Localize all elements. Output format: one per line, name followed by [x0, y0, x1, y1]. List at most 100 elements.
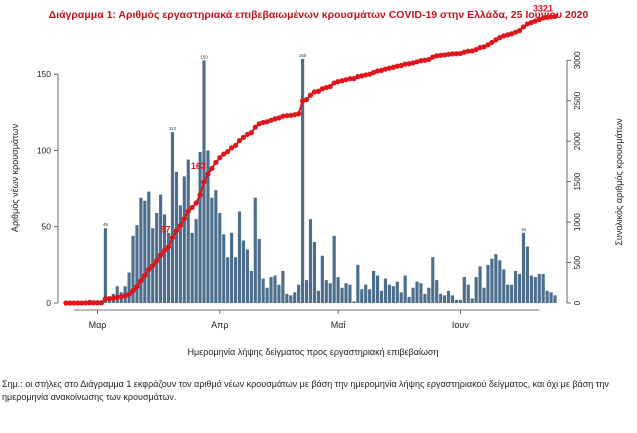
cumulative-point — [422, 57, 428, 63]
cumulative-point — [296, 111, 302, 117]
x-tick-label: Απρ — [211, 320, 228, 330]
cumulative-point — [473, 46, 479, 53]
bar — [166, 232, 171, 303]
bar — [190, 232, 194, 303]
bar — [336, 277, 340, 303]
y2-tick-label: 0 — [573, 300, 582, 305]
cumulative-point — [390, 64, 396, 70]
bar — [139, 197, 143, 303]
bar — [521, 232, 526, 303]
cumulative-point — [71, 300, 77, 306]
cumulative-point — [485, 42, 491, 48]
bar — [466, 284, 470, 303]
cumulative-point — [225, 149, 231, 155]
cumulative-point — [292, 112, 298, 118]
cumulative-point — [256, 121, 262, 127]
cumulative-point — [197, 192, 203, 198]
y2-axis-label: Συνολικός αριθμός κρουσμάτων — [614, 118, 624, 246]
bar — [159, 194, 163, 303]
bar — [281, 270, 285, 303]
bar — [545, 290, 549, 303]
cumulative-point — [394, 63, 400, 69]
bar-value-label: 112 — [169, 126, 177, 131]
cumulative-point — [536, 16, 542, 23]
cumulative-point — [240, 134, 247, 140]
bar — [490, 258, 494, 303]
bar — [529, 275, 533, 303]
y-axis-right: 0 500 1000 1500 2000 2500 3000 — [566, 51, 582, 305]
cumulative-point — [169, 235, 176, 241]
bar — [375, 275, 380, 303]
y-axis-left: 0 50 100 150 — [37, 69, 59, 308]
bar — [494, 254, 498, 303]
cumulative-point — [118, 294, 124, 300]
cumulative-point — [209, 165, 215, 172]
bar — [395, 281, 399, 303]
bar — [407, 296, 411, 303]
bar — [289, 295, 293, 303]
bar — [537, 274, 541, 303]
bar — [293, 292, 297, 303]
bar — [502, 269, 506, 303]
y-tick-label: 0 — [46, 298, 51, 308]
y2-tick-label: 2500 — [573, 91, 582, 109]
bar — [210, 197, 214, 303]
cumulative-point — [501, 33, 507, 39]
cumulative-point — [512, 29, 519, 35]
y2-tick-label: 3000 — [573, 51, 582, 69]
bar — [233, 257, 238, 303]
cumulative-point — [272, 116, 278, 122]
cumulative-point — [284, 113, 290, 119]
cumulative-point — [205, 171, 211, 177]
bar — [245, 249, 249, 303]
bar — [360, 289, 364, 303]
bar — [415, 281, 419, 303]
cumulative-point — [524, 21, 531, 27]
bar — [387, 284, 391, 303]
line-value-label: 87 — [160, 225, 170, 235]
bar — [352, 301, 356, 303]
bar — [304, 280, 309, 303]
bar — [454, 299, 459, 303]
x-tick-label: Μαΐ — [331, 320, 347, 330]
bar-value-label: 49 — [103, 222, 109, 227]
bar — [222, 234, 226, 303]
bar — [328, 283, 332, 303]
bar — [356, 264, 360, 303]
cumulative-point — [430, 54, 436, 60]
x-axis-label: Ημερομηνία λήψης δείγματος προς εργαστηρ… — [188, 347, 439, 357]
cumulative-point — [461, 49, 467, 55]
bar — [443, 295, 447, 303]
cumulative-point — [532, 18, 538, 24]
cumulative-point — [445, 51, 452, 57]
bar — [533, 277, 537, 303]
bar — [506, 284, 510, 303]
bar — [170, 132, 175, 303]
cumulative-point — [244, 131, 250, 138]
cumulative-point — [268, 117, 274, 123]
cumulative-point — [288, 112, 294, 118]
bar — [474, 277, 478, 303]
cumulative-point — [185, 208, 191, 214]
cumulative-point — [540, 15, 546, 21]
cumulative-point — [90, 300, 97, 306]
cumulative-point — [469, 48, 475, 54]
bar — [265, 287, 269, 303]
cumulative-point — [505, 32, 511, 38]
cumulative-point — [134, 283, 140, 290]
bar — [135, 225, 139, 303]
cumulative-point — [481, 44, 487, 50]
line-value-label: 3321 — [533, 3, 553, 13]
cumulative-point — [98, 300, 105, 306]
bar — [241, 240, 246, 303]
cumulative-point — [406, 61, 412, 67]
bar — [316, 290, 320, 303]
x-tick-label: Μαρ — [89, 320, 107, 330]
bar — [324, 280, 328, 303]
cumulative-point — [382, 66, 389, 72]
cumulative-point — [434, 53, 440, 59]
bar — [510, 284, 514, 303]
bar — [162, 214, 167, 303]
cumulative-point — [138, 278, 144, 284]
cumulative-point — [374, 68, 381, 74]
